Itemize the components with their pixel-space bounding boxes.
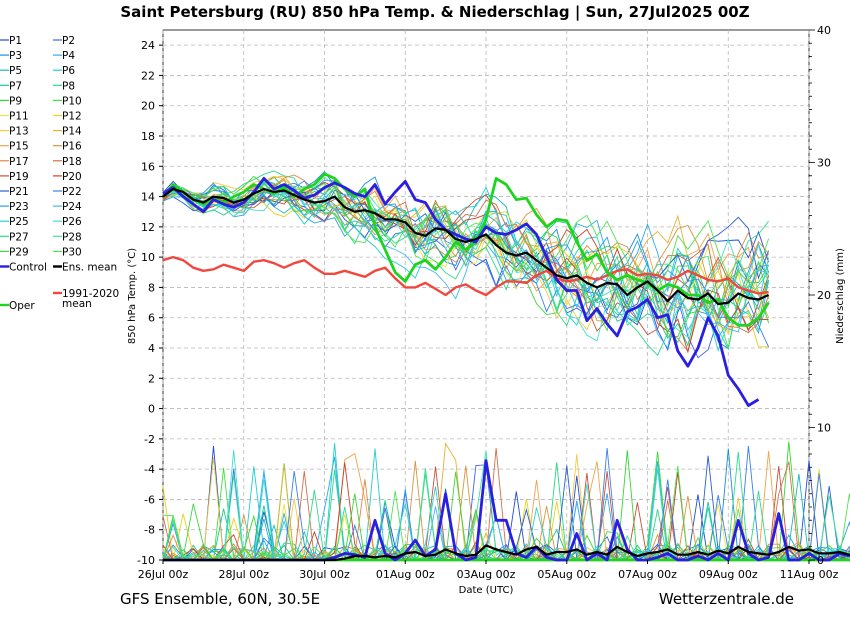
legend-label: P9 [9,95,22,107]
series-precip-line [163,558,850,562]
member-precip-line [162,468,850,561]
member-temp-line [162,181,769,350]
member-precip-line [163,451,850,561]
legend-label: P3 [9,50,22,62]
x-tick-label: 30Jul 00z [299,568,350,581]
y2-tick-label: 30 [817,157,831,170]
legend-label: P18 [62,156,82,168]
legend-label: P12 [62,111,82,123]
member-precip-line [163,445,850,562]
legend-label: P22 [62,186,82,198]
y-axis-label: 850 hPa Temp. (°C) [127,248,138,344]
legend-label: 1991-2020 [62,288,119,300]
legend-label: Ens. mean [62,262,117,274]
x-tick-label: 11Aug 00z [780,568,839,581]
legend-label: P23 [9,201,29,213]
series-precip-line [163,459,850,562]
y-tick-label: -10 [137,554,155,567]
y2-tick-label: 40 [817,24,831,37]
y-tick-label: 16 [141,160,155,173]
y-tick-label: 0 [148,403,155,416]
y-tick-label: 12 [141,221,155,234]
legend: P1 P2 P3 P4 P5 P6 P7 P8 P9 P10 P11 P12 P13 P14 P15 P16 P… [0,35,119,312]
legend-label: P13 [9,126,29,138]
x-tick-label: 01Aug 00z [376,568,435,581]
member-temp-line [162,175,769,338]
legend-label: P29 [9,246,29,258]
y-tick-label: 22 [141,69,155,82]
member-temp-line [162,183,770,338]
series-temp-line [162,176,760,407]
y-tick-label: 2 [148,372,155,385]
legend-label: P19 [9,171,29,183]
series-temp-line [162,187,770,306]
chart-title: Saint Petersburg (RU) 850 hPa Temp. & Ni… [120,3,749,22]
legend-label: P10 [62,95,82,107]
legend-label: P24 [62,201,82,213]
legend-label: P27 [9,231,29,243]
legend-label: P26 [62,216,82,228]
legend-label: P20 [62,171,82,183]
series-temp-line [162,255,769,297]
y-tick-label: 14 [141,191,155,204]
y2-tick-label: 0 [817,554,824,567]
x-tick-label: 28Jul 00z [218,568,269,581]
y2-axis-label: Niederschlag (mm) [835,248,846,344]
y-tick-label: -2 [144,433,155,446]
legend-label: mean [62,298,92,310]
y-tick-label: 20 [141,100,155,113]
legend-label: P30 [62,246,82,258]
legend-label: P21 [9,186,29,198]
legend-label: Control [9,262,47,274]
x-tick-label: 03Aug 00z [457,568,516,581]
y2-tick-label: 10 [817,422,831,435]
legend-label: Oper [9,300,35,312]
legend-label: P4 [62,50,75,62]
legend-label: P5 [9,65,22,77]
member-temp-line [162,181,769,354]
legend-label: P11 [9,111,29,123]
series-precip-line [163,544,850,562]
y2-tick-label: 20 [817,289,831,302]
legend-label: P28 [62,231,82,243]
y-tick-label: 6 [148,312,155,325]
x-tick-label: 05Aug 00z [537,568,596,581]
y-tick-label: 10 [141,251,155,264]
legend-label: P8 [62,80,75,92]
member-temp-line [162,184,770,334]
footer-model: GFS Ensemble, 60N, 30.5E [120,590,320,608]
y-tick-label: -4 [144,463,155,476]
legend-label: P15 [9,141,29,153]
x-tick-label: 09Aug 00z [699,568,758,581]
legend-label: P7 [9,80,22,92]
legend-label: P16 [62,141,82,153]
legend-label: P2 [62,35,75,47]
legend-label: P14 [62,126,82,138]
legend-label: P25 [9,216,29,228]
member-temp-line [162,189,769,322]
legend-label: P1 [9,35,22,47]
y-tick-label: 4 [148,342,155,355]
y-tick-label: 8 [148,281,155,294]
x-tick-label: 07Aug 00z [618,568,677,581]
x-tick-label: 26Jul 00z [138,568,189,581]
y-tick-label: -6 [144,493,155,506]
legend-label: P17 [9,156,29,168]
x-axis-label: Date (UTC) [459,585,514,596]
footer-source: Wetterzentrale.de [659,590,794,608]
y-tick-label: 18 [141,130,155,143]
y-tick-label: 24 [141,39,155,52]
legend-label: P6 [62,65,75,77]
y-tick-label: -8 [144,524,155,537]
main-series-lines [161,172,850,562]
